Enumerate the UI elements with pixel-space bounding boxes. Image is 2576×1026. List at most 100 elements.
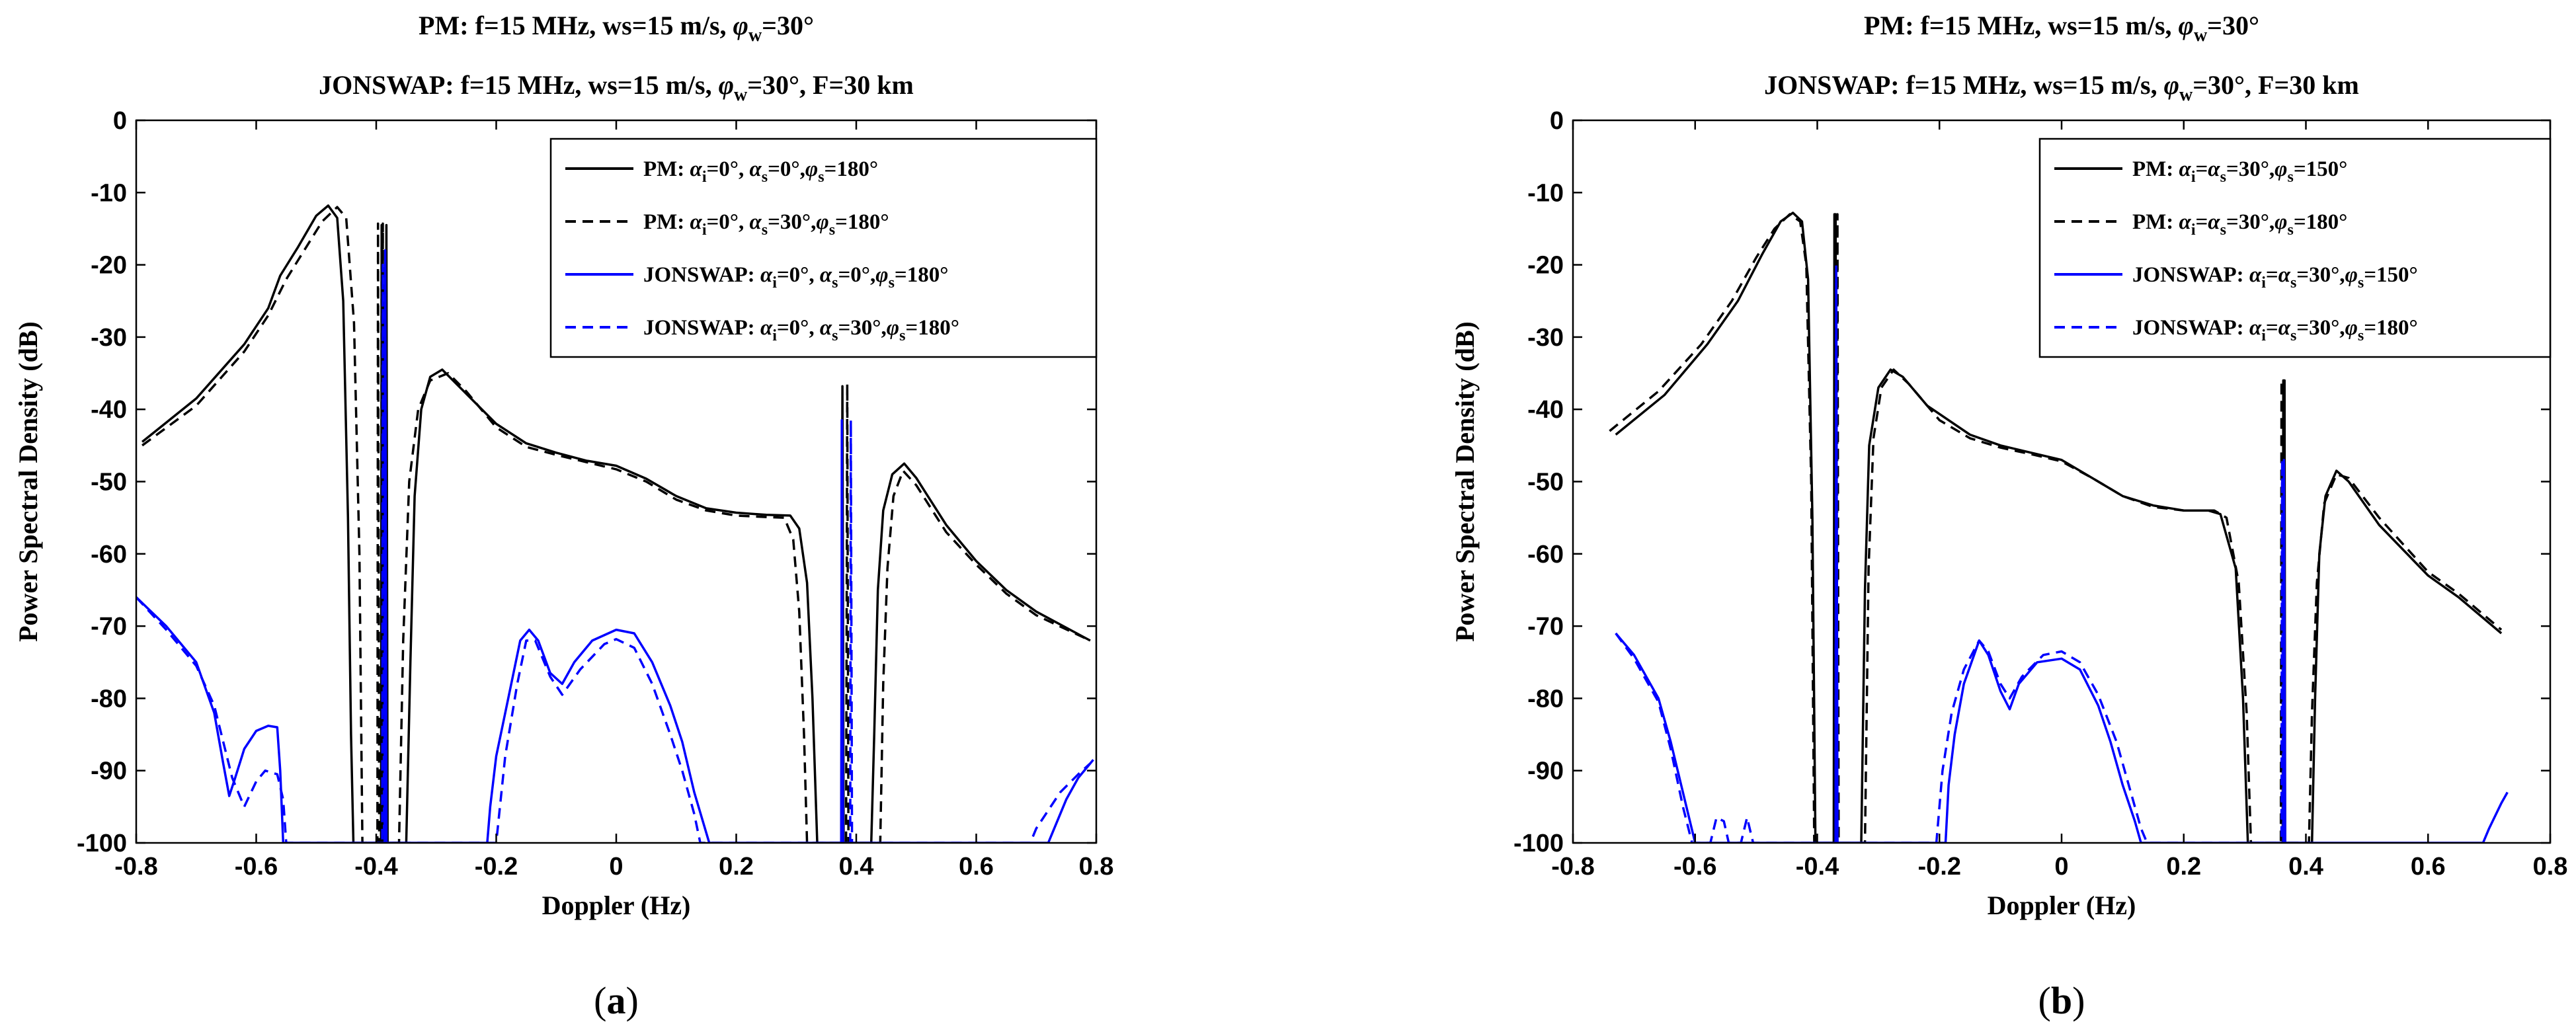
y-tick-label: -80 (91, 685, 127, 713)
legend-subscript: i (702, 221, 707, 239)
legend-entry-2: PM: αi​=0°, αs​=30°,φs​=180° (643, 210, 889, 239)
legend-symbol: α (750, 157, 762, 181)
y-tick-label: 0 (1550, 107, 1564, 135)
legend-symbol: α (2249, 316, 2262, 340)
legend-text-run: =0°, (768, 157, 805, 181)
title-text: PM: f=15 MHz, ws=15 m/s, (1864, 11, 2179, 40)
legend-subscript: s (2358, 327, 2364, 344)
legend-symbol: α (2249, 263, 2262, 287)
legend-entry-1: PM: αi​=αs​=30°,φs​=150° (2132, 157, 2347, 186)
legend-text-run: = (2266, 263, 2278, 287)
legend-symbol: φ (875, 263, 888, 287)
panel-label: (a) (594, 979, 639, 1022)
title-symbol: φ (719, 70, 734, 100)
y-axis-label: Power Spectral Density (dB) (1450, 321, 1480, 642)
x-tick-label: 0.8 (1079, 853, 1114, 881)
legend-text-run: = (2195, 210, 2208, 234)
legend-symbol: α (690, 210, 703, 234)
legend-text-run: =30°, (838, 316, 887, 340)
legend-text-run: =0°, (706, 210, 749, 234)
legend-text-run: =0°, (706, 157, 749, 181)
legend-entry-4: JONSWAP: αi​=0°, αs​=30°,φs​=180° (643, 316, 959, 344)
y-tick-label: -50 (1527, 469, 1564, 496)
legend-subscript: s (762, 221, 768, 239)
x-tick-label: 0.2 (719, 853, 754, 881)
y-tick-label: -50 (91, 469, 127, 496)
y-tick-label: -60 (91, 541, 127, 569)
x-tick-label: 0.4 (839, 853, 874, 881)
legend-text-run: =180° (835, 210, 889, 234)
series-line-3 (1615, 278, 2509, 843)
legend-prefix: JONSWAP: (643, 263, 760, 287)
legend-subscript: i (2191, 221, 2196, 239)
legend-symbol: α (2179, 210, 2192, 234)
legend-prefix: JONSWAP: (2132, 316, 2249, 340)
legend-prefix: PM: (2132, 210, 2179, 234)
panel-b: PM: f=15 MHz, ws=15 m/s, φw=30° JONSWAP: … (1450, 11, 2567, 1022)
legend-text-run: =0°, (777, 316, 820, 340)
legend-subscript: i (2261, 327, 2266, 344)
title-text: =30°, F=30 km (2193, 70, 2359, 100)
legend-subscript: s (2220, 221, 2226, 239)
panel-label-open: ( (594, 979, 606, 1022)
legend-subscript: s (2290, 327, 2296, 344)
y-tick-label: -40 (1527, 396, 1564, 424)
legend-text-run: =180° (895, 263, 949, 287)
panel-label-close: ) (626, 979, 639, 1022)
x-tick-label: 0.4 (2288, 853, 2323, 881)
legend-subscript: s (818, 169, 824, 186)
legend-text-run: =30°, (2226, 210, 2274, 234)
y-tick-label: -90 (1527, 758, 1564, 785)
series-group (1609, 212, 2509, 843)
legend-text-run: =30°, (2296, 316, 2345, 340)
legend-symbol: α (2208, 210, 2220, 234)
chart-title-line1: PM: f=15 MHz, ws=15 m/s, φw=30° (419, 11, 814, 46)
legend-prefix: JONSWAP: (643, 316, 760, 340)
x-tick-label: 0 (609, 853, 623, 881)
legend-symbol: α (690, 157, 703, 181)
y-tick-label: -100 (1513, 830, 1564, 857)
x-tick-label: 0.6 (959, 853, 994, 881)
y-tick-label: -20 (91, 252, 127, 280)
legend-subscript: i (2261, 274, 2266, 292)
chart-title-line2: JONSWAP: f=15 MHz, ws=15 m/s, φw=30°, F=… (319, 70, 914, 105)
x-tick-label: -0.8 (114, 853, 157, 881)
chart-title-line2: JONSWAP: f=15 MHz, ws=15 m/s, φw=30°, F=… (1764, 70, 2359, 105)
legend-symbol: φ (805, 157, 818, 181)
x-tick-label: 0.8 (2533, 853, 2568, 881)
y-tick-label: 0 (113, 107, 127, 135)
legend-symbol: φ (2274, 210, 2287, 234)
chart-title-line1: PM: f=15 MHz, ws=15 m/s, φw=30° (1864, 11, 2259, 46)
y-tick-label: -100 (77, 830, 127, 857)
legend-text-run: =30°, (2226, 157, 2274, 181)
x-tick-label: -0.4 (354, 853, 397, 881)
y-axis-label: Power Spectral Density (dB) (13, 321, 43, 642)
legend-text-run: = (2266, 316, 2278, 340)
title-subscript: w (748, 25, 762, 46)
legend-subscript: s (762, 169, 768, 186)
legend-subscript: s (2290, 274, 2296, 292)
series-group (136, 204, 1094, 843)
legend-symbol: α (760, 316, 773, 340)
legend-text-run: =30°, (768, 210, 816, 234)
legend-text-run: =180° (905, 316, 959, 340)
panel-label-close: ) (2072, 979, 2085, 1022)
legend-entry-3: JONSWAP: αi​=αs​=30°,φs​=150° (2132, 263, 2418, 292)
y-tick-label: -10 (1527, 179, 1564, 207)
series-line-3 (136, 249, 1094, 843)
series-line-4 (136, 263, 1092, 843)
legend-subscript: i (2191, 169, 2196, 186)
title-symbol: φ (2179, 11, 2194, 40)
y-tick-label: -20 (1527, 252, 1564, 280)
legend-symbol: α (820, 316, 832, 340)
legend-symbol: α (2179, 157, 2192, 181)
x-tick-label: 0.6 (2411, 853, 2446, 881)
legend-subscript: i (772, 327, 777, 344)
legend-symbol: φ (2345, 263, 2358, 287)
panel-label-open: ( (2038, 979, 2051, 1022)
legend-prefix: PM: (643, 210, 690, 234)
legend-symbol: α (750, 210, 762, 234)
title-symbol: φ (2164, 70, 2179, 100)
y-tick-label: -30 (1527, 324, 1564, 352)
x-tick-label: 0.2 (2166, 853, 2201, 881)
